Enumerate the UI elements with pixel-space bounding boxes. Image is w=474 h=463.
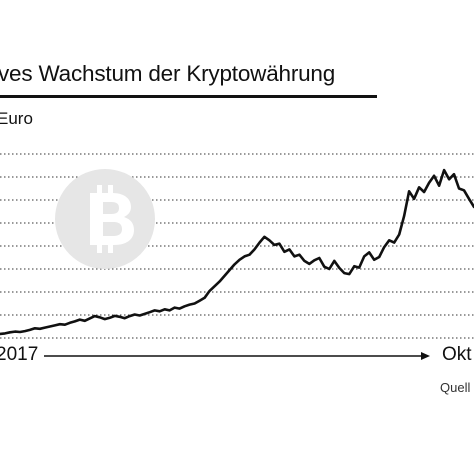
series-line [0,168,474,336]
time-axis [44,352,430,360]
gridlines [0,153,474,339]
bitcoin-logo-icon [55,169,155,269]
source-label: Quell [440,380,471,395]
x-tick-label-end: Okt [442,344,472,365]
y-axis-unit-label: Euro [0,109,33,128]
bitcoin-stroke-top-right [108,185,113,195]
time-axis-arrow [421,352,430,360]
bitcoin-stroke-bottom-left [97,243,102,253]
bitcoin-stroke-bottom-right [108,243,113,253]
chart-title: ves Wachstum der Kryptowährung [0,61,336,86]
bitcoin-b-symbol [90,193,134,245]
bitcoin-stroke-top-left [97,185,102,195]
title-underline [0,95,377,98]
x-tick-label-start: 2017 [0,344,39,365]
